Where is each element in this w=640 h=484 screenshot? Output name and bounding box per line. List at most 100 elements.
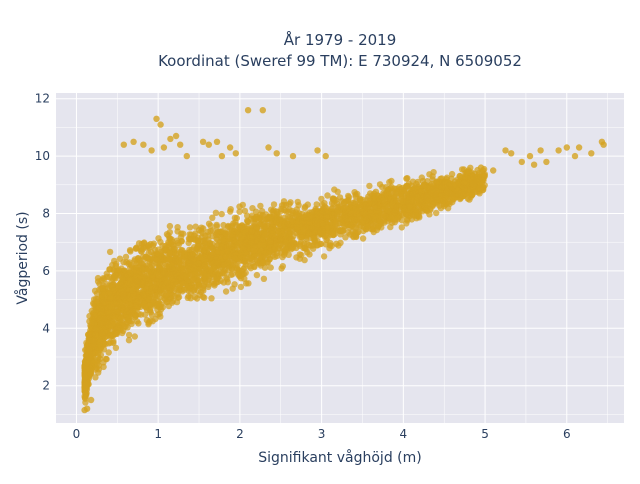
data-point	[227, 206, 234, 213]
data-point	[269, 227, 276, 235]
data-point	[386, 216, 394, 223]
data-point	[376, 181, 384, 188]
data-point	[424, 193, 431, 200]
data-point	[154, 300, 162, 308]
data-point	[189, 277, 197, 284]
data-point	[375, 222, 383, 229]
data-point	[278, 202, 286, 209]
data-point	[123, 308, 130, 315]
data-point	[87, 370, 94, 378]
data-point	[113, 325, 121, 333]
data-point	[106, 333, 114, 340]
data-point-outlier	[265, 144, 272, 151]
data-point	[342, 234, 349, 241]
data-point	[96, 280, 103, 288]
data-point	[246, 255, 253, 262]
data-point	[240, 265, 247, 273]
data-point	[127, 248, 134, 255]
data-point	[101, 291, 108, 298]
data-point	[225, 261, 233, 269]
data-point	[126, 294, 133, 302]
data-point	[323, 213, 330, 221]
data-point	[166, 222, 174, 230]
data-point	[331, 186, 338, 193]
data-point	[81, 364, 88, 372]
data-point	[241, 207, 249, 215]
data-point-outlier	[130, 138, 137, 145]
data-point	[110, 339, 117, 347]
x-tick-labels: 0 1 2 3 4 5 6	[73, 427, 571, 441]
data-point	[258, 208, 266, 215]
data-point	[249, 205, 256, 212]
data-point	[160, 270, 168, 277]
data-point	[229, 285, 236, 292]
data-point	[242, 249, 249, 257]
data-point	[106, 266, 114, 273]
data-point	[89, 319, 96, 326]
data-point	[325, 224, 332, 231]
data-point	[303, 224, 311, 231]
data-point	[205, 283, 212, 291]
data-point	[340, 204, 347, 212]
data-point	[398, 210, 406, 218]
data-point	[95, 350, 102, 357]
data-point	[247, 238, 255, 246]
data-point	[236, 203, 243, 210]
data-point	[358, 197, 365, 205]
data-point	[247, 265, 254, 272]
data-point	[222, 288, 230, 295]
data-point	[131, 333, 138, 340]
data-point	[282, 246, 289, 253]
data-point	[95, 305, 102, 312]
data-point	[124, 271, 131, 279]
data-point	[111, 273, 118, 280]
data-point	[81, 374, 89, 381]
data-point	[264, 220, 271, 227]
data-point	[202, 244, 209, 251]
data-point	[200, 287, 207, 294]
y-tick-label: 10	[35, 149, 50, 163]
data-point	[99, 297, 107, 304]
data-point	[423, 205, 430, 213]
data-point	[431, 199, 439, 206]
data-point	[206, 240, 213, 247]
data-point	[339, 228, 346, 235]
data-point	[398, 224, 405, 231]
data-point	[139, 246, 146, 253]
data-point	[141, 311, 149, 318]
x-tick-label: 5	[481, 427, 489, 441]
data-point	[175, 239, 182, 246]
data-point	[433, 187, 440, 195]
data-point	[391, 209, 399, 216]
data-point	[314, 221, 321, 228]
data-point	[110, 286, 117, 294]
data-point	[233, 214, 240, 222]
data-point	[207, 222, 214, 229]
data-point	[92, 331, 99, 338]
data-point	[379, 206, 387, 213]
data-point	[122, 253, 130, 261]
data-point	[147, 248, 155, 255]
x-axis-title: Signifikant våghöjd (m)	[258, 449, 421, 466]
data-point	[324, 192, 331, 199]
data-point	[275, 228, 282, 235]
data-point	[231, 254, 238, 262]
data-point	[388, 200, 396, 208]
data-point	[419, 177, 427, 185]
data-point	[151, 284, 159, 291]
data-point	[140, 300, 148, 307]
data-point	[102, 355, 110, 363]
data-point	[409, 191, 416, 198]
data-point	[438, 192, 445, 199]
data-point	[173, 298, 181, 306]
data-point	[167, 240, 174, 247]
data-point-outlier	[600, 141, 607, 148]
data-point	[165, 256, 172, 263]
data-point-outlier	[83, 405, 91, 412]
data-point	[350, 210, 357, 217]
data-point	[408, 211, 416, 218]
data-point	[179, 266, 186, 274]
data-point	[298, 251, 305, 259]
data-point	[201, 262, 209, 269]
